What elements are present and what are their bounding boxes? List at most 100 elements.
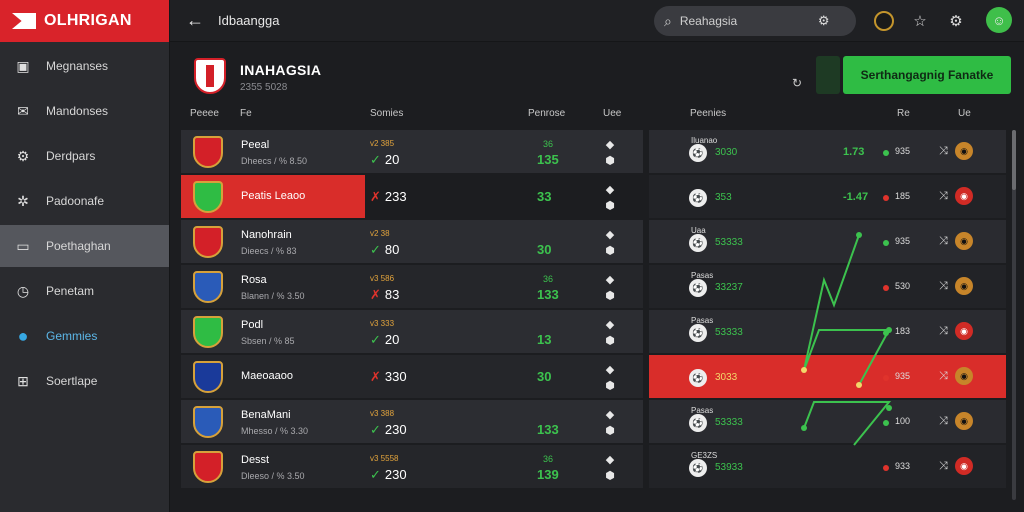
odds-number: 935 bbox=[895, 371, 911, 381]
coin-icon[interactable]: ◉ bbox=[955, 367, 973, 385]
odd-value[interactable]: ✓ 80 bbox=[370, 242, 400, 257]
odds-row[interactable]: Pasas ⚽ 53333 183 ⤨ ◉ bbox=[649, 310, 1006, 353]
dot-icon: ● bbox=[17, 325, 29, 346]
coin-icon[interactable]: ◉ bbox=[955, 142, 973, 160]
odds-row[interactable]: ⚽ 3033 935 ⤨ ◉ bbox=[649, 355, 1006, 398]
table-row[interactable]: Podl Sbsen / % 85 v3 333 ✓ 20 13 ◆ ⬢ bbox=[181, 310, 643, 353]
coin-icon[interactable]: ◉ bbox=[955, 232, 973, 250]
odds-number: 935 bbox=[895, 236, 911, 246]
odd-value[interactable]: ✓ 20 bbox=[370, 152, 400, 167]
coin-icon[interactable]: ◉ bbox=[955, 277, 973, 295]
col-header-6[interactable]: Peenies bbox=[690, 108, 727, 119]
gear-icon[interactable]: ⚙ bbox=[949, 13, 963, 30]
table-row[interactable]: Desst Dleeso / % 3.50 v3 5558 ✓ 230 36 13… bbox=[181, 445, 643, 488]
brand-logo[interactable]: OLHRIGAN bbox=[0, 0, 169, 42]
coin-icon[interactable]: ◉ bbox=[955, 322, 973, 340]
col-header-2[interactable]: Fe bbox=[240, 108, 252, 119]
swap-arrow-icon[interactable]: ⤨ bbox=[939, 145, 948, 157]
sidebar-item-4[interactable]: ▭ Poethaghan bbox=[0, 225, 169, 267]
sidebar-item-5[interactable]: ◷ Penetam bbox=[0, 270, 169, 312]
coin-icon[interactable]: ◉ bbox=[955, 412, 973, 430]
table-row[interactable]: Rosa Blanen / % 3.50 v3 586 ✗ 83 36 133 ◆… bbox=[181, 265, 643, 308]
scrollbar[interactable] bbox=[1012, 130, 1016, 500]
col-header-3[interactable]: Somies bbox=[370, 108, 404, 119]
odd-value[interactable]: ✓ 230 bbox=[370, 467, 407, 482]
check-icon: ✓ bbox=[370, 422, 381, 437]
team-name[interactable]: Podl bbox=[241, 319, 264, 331]
score-value: 33 bbox=[537, 189, 552, 204]
coin-icon[interactable]: ◉ bbox=[955, 187, 973, 205]
coin-icon[interactable]: ◉ bbox=[955, 457, 973, 475]
score-value: 133 bbox=[537, 287, 559, 302]
trophy-avatar-icon[interactable] bbox=[872, 9, 896, 33]
sidebar-item-2[interactable]: ⚙ Derdpars bbox=[0, 135, 169, 177]
odds-row[interactable]: Pasas ⚽ 53333 100 ⤨ ◉ bbox=[649, 400, 1006, 443]
odd-value[interactable]: ✗ 83 bbox=[370, 287, 400, 302]
col-header-8[interactable]: Ue bbox=[958, 108, 971, 119]
col-header-7[interactable]: Re bbox=[897, 108, 910, 119]
search-input[interactable] bbox=[679, 14, 810, 28]
team-name[interactable]: Rosa bbox=[241, 274, 267, 286]
user-avatar[interactable]: ☺ bbox=[986, 7, 1012, 33]
odd-value[interactable]: ✓ 230 bbox=[370, 422, 407, 437]
table-row[interactable]: Nanohrain Dieecs / % 83 v2 38 ✓ 80 30 ◆ ⬢ bbox=[181, 220, 643, 263]
swap-arrow-icon[interactable]: ⤨ bbox=[939, 325, 948, 337]
cross-icon: ✗ bbox=[370, 287, 381, 302]
team-name[interactable]: BenaMani bbox=[241, 409, 291, 421]
table-row[interactable]: Maeoaaoo ✗ 330 30 ◆ ⬢ bbox=[181, 355, 643, 398]
odds-row[interactable]: Iluanao ⚽ 3030 1.73 935 ⤨ ◉ bbox=[649, 130, 1006, 173]
table-row[interactable]: BenaMani Mhesso / % 3.30 v3 388 ✓ 230 133… bbox=[181, 400, 643, 443]
odd-value[interactable]: ✓ 20 bbox=[370, 332, 400, 347]
col-header-5[interactable]: Uee bbox=[603, 108, 622, 119]
col-header-1[interactable]: Peeee bbox=[190, 108, 219, 119]
odds-row[interactable]: Pasas ⚽ 33237 530 ⤨ ◉ bbox=[649, 265, 1006, 308]
status-dot bbox=[883, 240, 889, 246]
swap-arrow-icon[interactable]: ⤨ bbox=[939, 415, 948, 427]
refresh-icon[interactable]: ↻ bbox=[791, 76, 803, 90]
sidebar-item-0[interactable]: ▣ Megnanses bbox=[0, 45, 169, 87]
status-dot bbox=[883, 465, 889, 471]
team-name[interactable]: Maeoaaoo bbox=[241, 370, 293, 382]
swap-arrow-icon[interactable]: ⤨ bbox=[939, 370, 948, 382]
status-dot bbox=[883, 195, 889, 201]
team-crest-icon bbox=[193, 271, 223, 303]
swap-arrow-icon[interactable]: ⤨ bbox=[939, 235, 948, 247]
status-dot bbox=[883, 375, 889, 381]
ball-icon: ⚽ bbox=[689, 414, 707, 432]
team-name[interactable]: Nanohrain bbox=[241, 229, 292, 241]
back-arrow-icon[interactable]: ← bbox=[186, 10, 204, 30]
team-subtitle: Dleeso / % 3.50 bbox=[241, 471, 305, 481]
team-name[interactable]: Peeal bbox=[241, 139, 270, 151]
team-name[interactable]: Peatis Leaoo bbox=[241, 190, 306, 202]
team-mini-icon: ◆ bbox=[605, 409, 615, 421]
odds-number: 530 bbox=[895, 281, 911, 291]
settings-gear-icon[interactable]: ⚙ bbox=[817, 13, 830, 28]
check-icon: ✓ bbox=[370, 152, 381, 167]
sidebar-item-label: Soertlape bbox=[46, 374, 98, 388]
brand-name: OLHRIGAN bbox=[44, 12, 132, 29]
sidebar-item-3[interactable]: ✲ Padoonafe bbox=[0, 180, 169, 222]
sidebar-item-6[interactable]: ● Gemmies bbox=[0, 315, 169, 357]
odds-row[interactable]: GE3ZS ⚽ 53933 933 ⤨ ◉ bbox=[649, 445, 1006, 488]
swap-arrow-icon[interactable]: ⤨ bbox=[939, 460, 948, 472]
col-header-4[interactable]: Penrose bbox=[528, 108, 566, 119]
swap-arrow-icon[interactable]: ⤨ bbox=[939, 190, 948, 202]
sidebar-item-7[interactable]: ⊞ Soertlape bbox=[0, 360, 169, 402]
odds-label: Pasas bbox=[691, 316, 714, 325]
odd-value[interactable]: ✗ 330 bbox=[370, 369, 407, 384]
table-row[interactable]: Peatis Leaoo ✗ 233 33 ◆ ⬢ bbox=[181, 175, 643, 218]
swap-arrow-icon[interactable]: ⤨ bbox=[939, 280, 948, 292]
odds-row[interactable]: Uaa ⚽ 53333 935 ⤨ ◉ bbox=[649, 220, 1006, 263]
odds-row[interactable]: ⚽ 353 -1.47 185 ⤨ ◉ bbox=[649, 175, 1006, 218]
team-mini-icon: ⬢ bbox=[605, 245, 615, 257]
table-row[interactable]: Peeal Dheecs / % 8.50 v2 385 ✓ 20 36 135 … bbox=[181, 130, 643, 173]
cta-button[interactable]: Serthangagnig Fanatke bbox=[843, 56, 1011, 94]
toggle-button[interactable] bbox=[816, 56, 840, 94]
odd-value[interactable]: ✗ 233 bbox=[370, 189, 407, 204]
sidebar-item-1[interactable]: ✉ Mandonses bbox=[0, 90, 169, 132]
team-name[interactable]: Desst bbox=[241, 454, 270, 466]
star-gear-icon: ✲ bbox=[17, 192, 29, 209]
team-mini-icon: ◆ bbox=[605, 274, 615, 286]
search-bar[interactable]: ⌕ ⚙ bbox=[654, 6, 856, 36]
star-icon[interactable]: ☆ bbox=[913, 13, 927, 30]
